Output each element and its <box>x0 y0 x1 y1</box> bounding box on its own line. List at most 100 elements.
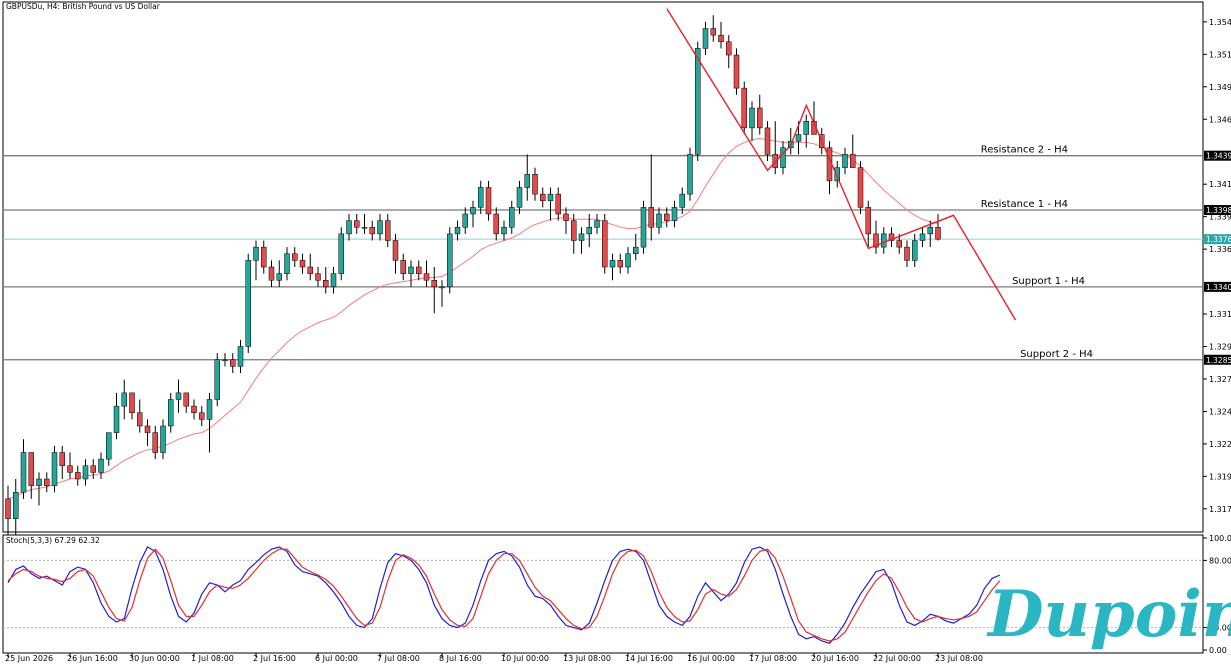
bull-candle-body <box>121 392 127 407</box>
bull-candle-body <box>702 28 709 49</box>
bear-candle-body <box>385 220 391 241</box>
bear-candle-body <box>28 452 34 486</box>
bear-candle-body <box>323 280 329 288</box>
time-tick-label: 2 Jul 16:00 <box>253 654 296 663</box>
candle <box>237 339 244 373</box>
logo-wordmark: Dupoin <box>986 577 1231 652</box>
bull-candle-body <box>168 399 174 427</box>
candle <box>299 253 306 274</box>
bull-candle-body <box>749 107 755 129</box>
bear-candle-body <box>369 227 375 235</box>
dupoin-logo: Dupoin <box>986 577 1231 652</box>
candle <box>710 15 716 42</box>
price-tick-label: 1.33685 <box>1209 245 1231 254</box>
price-tick-label: 1.34910 <box>1209 83 1231 92</box>
candle <box>338 227 344 281</box>
bull-candle-body <box>919 233 926 241</box>
time-tick-label: 30 Jun 00:00 <box>129 654 180 663</box>
candle <box>98 452 104 479</box>
bear-candle-body <box>75 472 81 480</box>
stochastic-pane-border <box>2 534 1204 654</box>
price-tick-label: 1.32950 <box>1209 343 1231 352</box>
bull-candle-body <box>679 193 685 208</box>
time-tick-label: 25 Jun 2026 <box>5 654 53 663</box>
bear-candle-body <box>199 412 205 420</box>
bull-candle-body <box>346 220 352 235</box>
level-price-box <box>1204 281 1231 292</box>
candle <box>470 200 476 228</box>
candle <box>749 101 755 142</box>
bear-candle-body <box>726 41 732 56</box>
candle <box>144 419 151 446</box>
candle <box>896 233 902 254</box>
candle <box>757 94 763 135</box>
candle <box>625 247 631 274</box>
candle <box>671 200 678 228</box>
candle <box>90 459 96 479</box>
bull-candle-body <box>578 233 585 241</box>
stochastic-main-line <box>7 546 1001 644</box>
level-price-box <box>1204 354 1231 365</box>
price-axis[interactable]: 1.35400 1.35155 1.34910 1.34665 1.34175 1.339… <box>1203 18 1231 514</box>
price-tick-label: 1.33930 <box>1209 213 1231 222</box>
time-axis[interactable]: 25 Jun 2026 26 Jun 16:00 30 Jun 00:00 1 Jul… <box>5 653 983 663</box>
time-tick-label: 14 Jul 16:00 <box>625 654 673 663</box>
level-price-label: 1.33400 <box>1206 283 1231 292</box>
bear-candle-body <box>664 213 670 221</box>
stochastic-levels <box>3 559 1203 629</box>
bull-candle-body <box>454 227 461 235</box>
bull-candle-body <box>276 273 282 281</box>
price-tick-label: 1.34175 <box>1209 180 1231 189</box>
bull-candle-body <box>106 432 112 460</box>
candle <box>361 214 368 234</box>
candle <box>168 392 174 433</box>
bear-candle-body <box>571 220 577 241</box>
bull-candle-body <box>594 220 600 228</box>
candle <box>292 247 298 267</box>
bear-candle-body <box>555 193 561 215</box>
candle <box>113 392 120 440</box>
bear-candle-body <box>865 207 871 235</box>
bear-candle-body <box>532 174 538 195</box>
bull-candle-body <box>795 134 802 142</box>
bear-candle-body <box>5 498 11 519</box>
candle <box>268 260 275 287</box>
pane-title: GBPUSDu, H4: British Pound vs US Dollar <box>6 2 161 11</box>
bull-candle-body <box>470 207 476 215</box>
bull-candle-body <box>377 220 383 235</box>
bear-candle-body <box>152 432 158 453</box>
candle <box>276 260 282 287</box>
candle <box>377 214 383 241</box>
candle <box>679 187 685 214</box>
stochastic-pane[interactable]: Stoch(5,3,3) 67.29 62.32 <box>2 534 1204 654</box>
bull-candle-body <box>516 187 523 208</box>
bear-candle-body <box>354 220 360 228</box>
bear-candle-body <box>67 465 73 473</box>
bear-candle-body <box>648 207 654 228</box>
bear-candle-body <box>423 273 430 281</box>
stochastic-axis[interactable]: 100.00 80.00 20.00 0.00 <box>1203 534 1231 655</box>
candle <box>919 227 926 248</box>
level-label: Resistance 1 - H4 <box>981 199 1068 210</box>
bull-candle-body <box>633 246 639 254</box>
candle <box>532 167 538 201</box>
bear-candle-body <box>261 246 267 268</box>
bear-candle-body <box>292 253 298 261</box>
bear-candle-body <box>485 187 492 215</box>
candle <box>602 214 608 274</box>
price-tick-label: 1.31970 <box>1209 472 1231 481</box>
bear-candle-body <box>416 266 422 274</box>
bear-candle-body <box>183 392 189 407</box>
candle <box>51 445 58 493</box>
candle <box>330 267 337 294</box>
candle <box>865 200 871 248</box>
price-tick-label: 1.32215 <box>1209 440 1231 449</box>
candle <box>516 180 523 214</box>
bull-candle-body <box>13 492 19 519</box>
price-pane[interactable]: Resistance 2 - H4 Resistance 1 - H4 Suppor… <box>2 1 1204 552</box>
bear-candle-body <box>307 266 313 274</box>
candle <box>733 48 740 95</box>
candle <box>695 41 701 161</box>
time-tick-label: 22 Jul 00:00 <box>873 654 921 663</box>
candle <box>842 147 848 175</box>
